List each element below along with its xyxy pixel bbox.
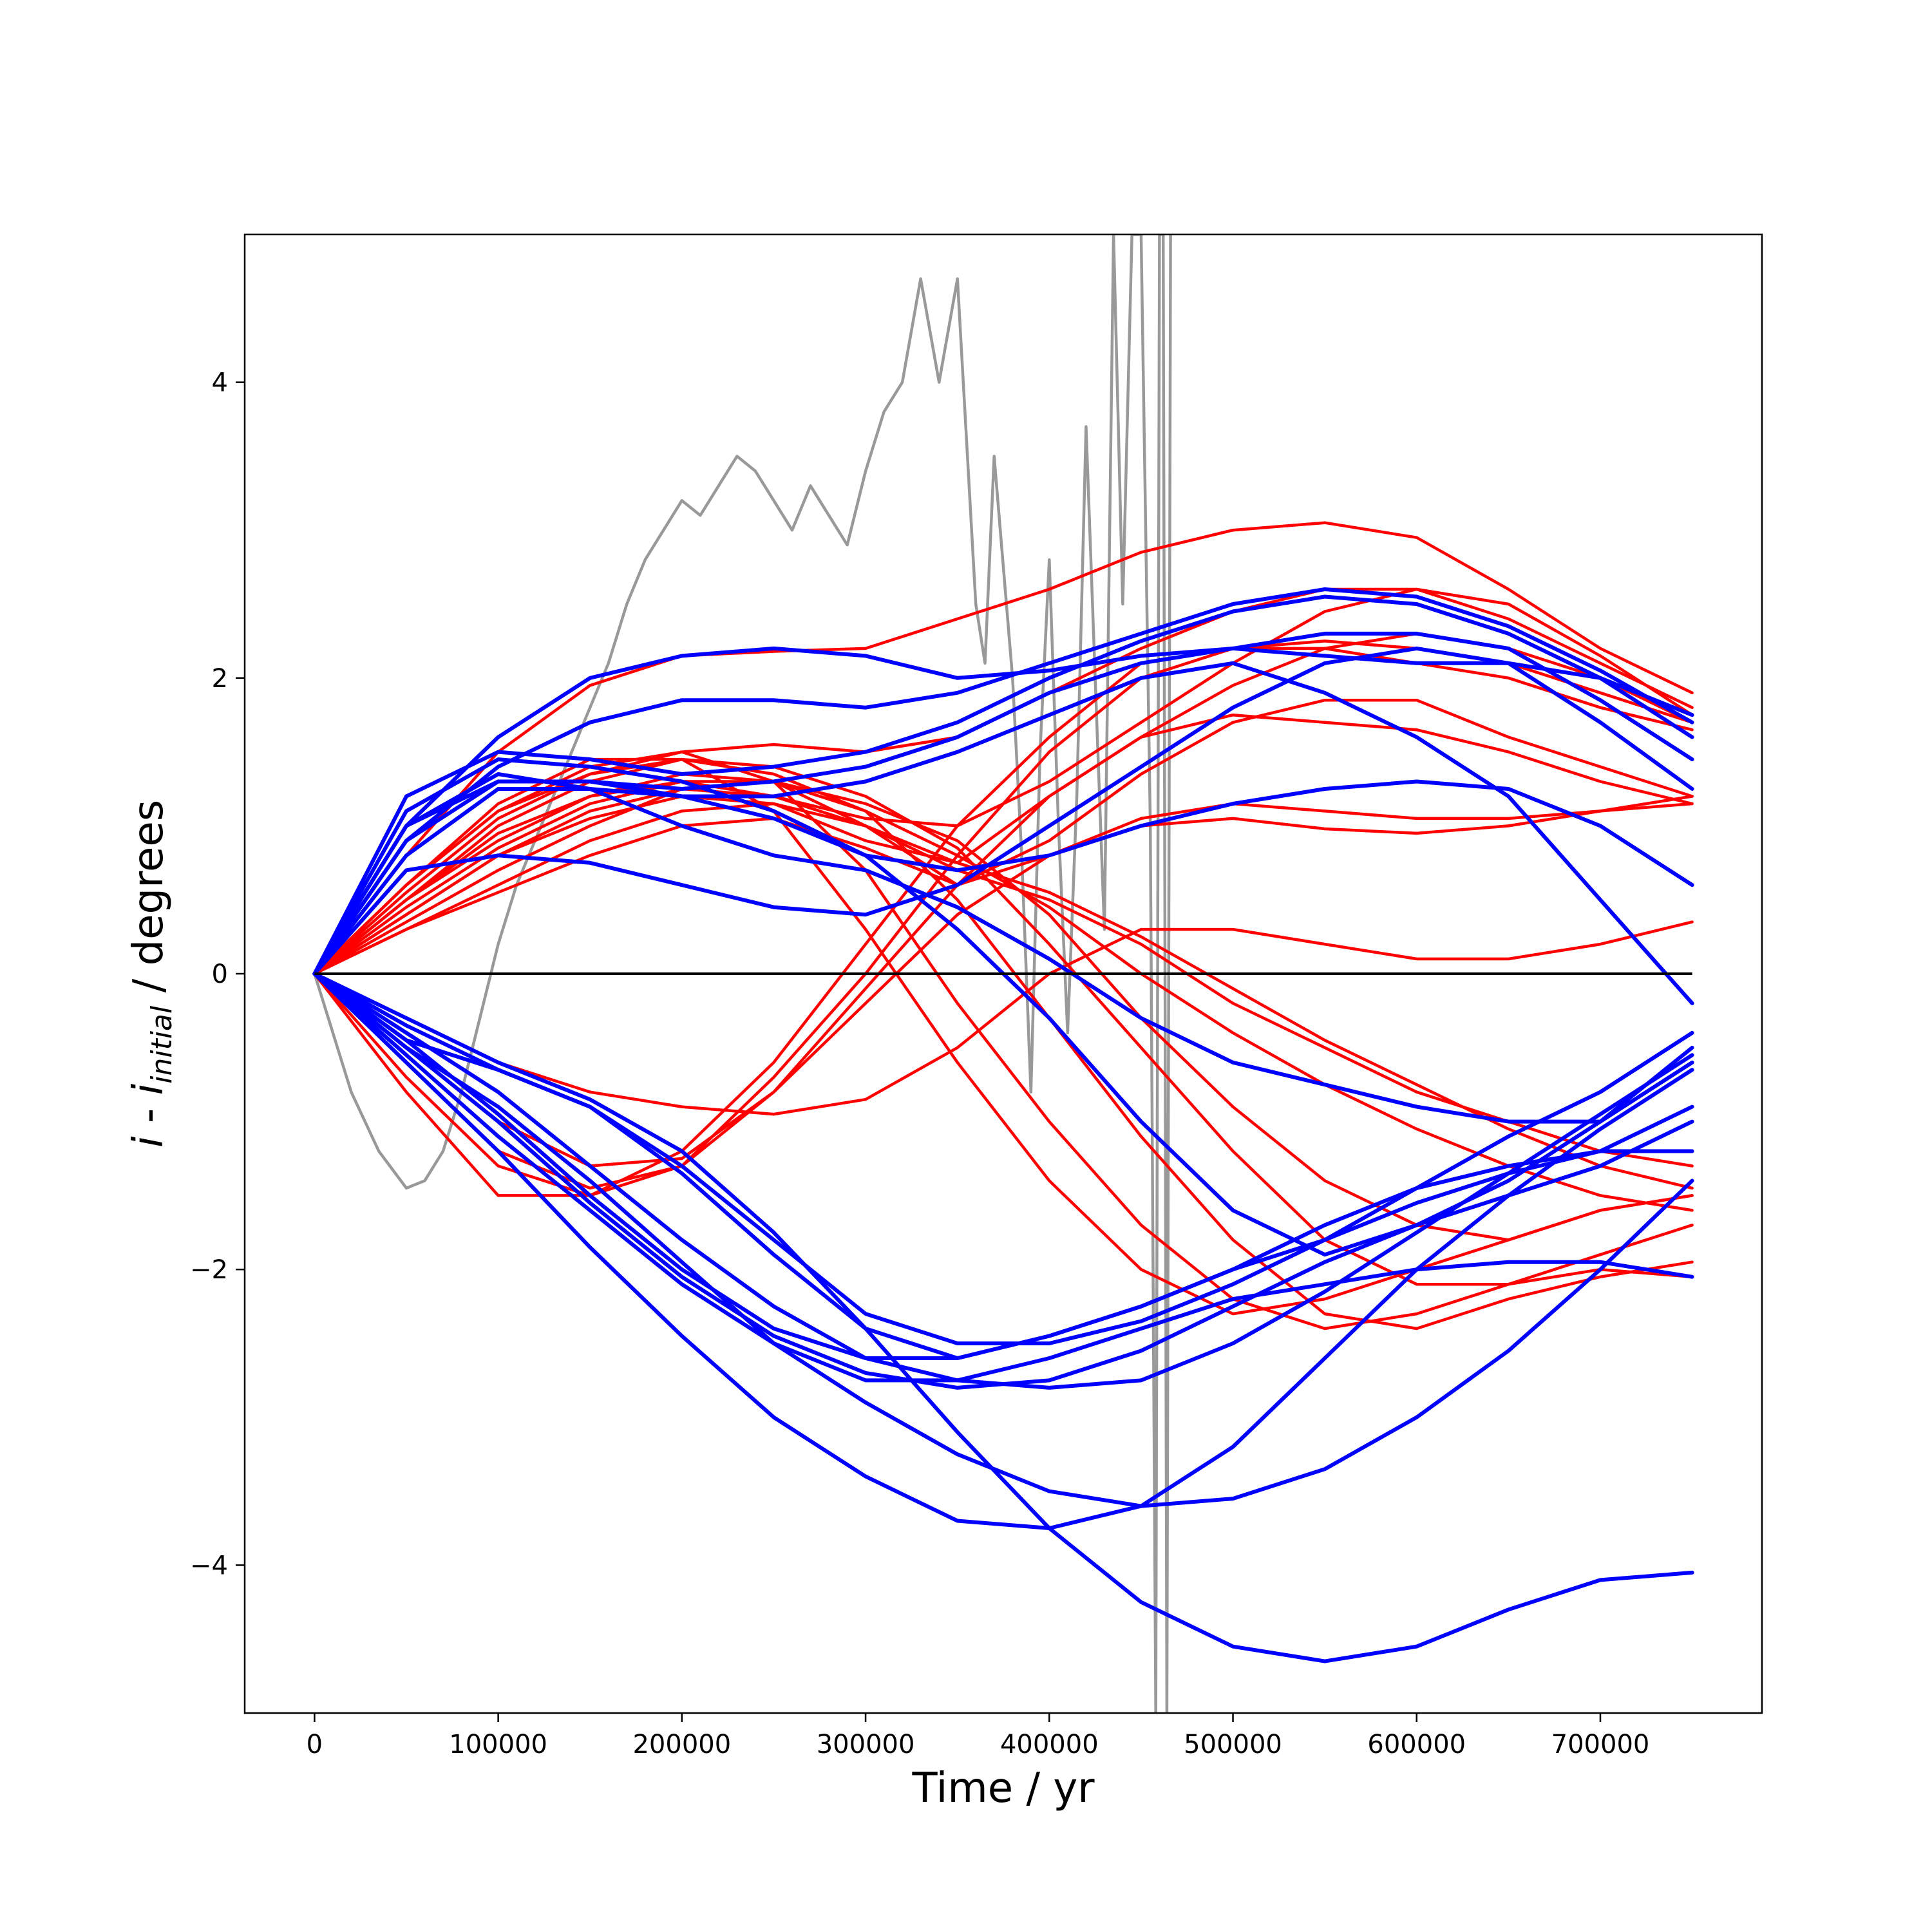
y-axis-title-symbol: i (125, 1136, 173, 1148)
series-line-17 (313, 757, 1694, 1286)
x-tick-label: 200000 (632, 1730, 731, 1759)
x-tick-label: 700000 (1551, 1730, 1650, 1759)
x-tick-label: 0 (307, 1730, 323, 1759)
series-line-26 (312, 646, 1694, 976)
series-line-34 (312, 972, 1694, 1383)
series-line-2 (313, 521, 1694, 976)
series-line-27 (312, 757, 1694, 976)
x-axis: 0 100000 200000 300000 400000 500000 600000 700… (307, 1713, 1650, 1759)
y-axis-title-unit: / degrees (125, 800, 173, 1006)
series-line-15 (313, 772, 1694, 1212)
series-line-35 (312, 972, 1694, 1360)
series-line-32 (312, 972, 1694, 1360)
series-line-10 (313, 647, 1694, 1197)
y-axis-title: i - iinitial / degrees (125, 800, 178, 1148)
y-tick-label: 0 (212, 960, 228, 989)
y-tick-label: −4 (190, 1551, 228, 1580)
x-tick-label: 600000 (1367, 1730, 1466, 1759)
y-tick-label: 2 (212, 664, 228, 694)
y-tick-label: 4 (212, 368, 228, 398)
y-axis: −4 −2 0 2 4 (190, 368, 245, 1580)
series-line-21 (312, 646, 1694, 976)
series-line-33 (312, 972, 1694, 1390)
series-line-14 (313, 787, 1694, 1190)
x-tick-label: 400000 (1000, 1730, 1099, 1759)
x-tick-label: 500000 (1184, 1730, 1282, 1759)
plot-lines (312, 234, 1694, 1713)
series-line-9 (313, 713, 1694, 1190)
series-line-36 (312, 972, 1694, 1508)
y-axis-title-separator: - (125, 1095, 173, 1137)
series-line-7 (313, 802, 1694, 976)
x-tick-label: 100000 (449, 1730, 547, 1759)
series-line-30 (312, 972, 1694, 1345)
y-axis-title-symbol-base: i (125, 1084, 173, 1095)
series-line-25 (312, 661, 1694, 1005)
series-line-29 (312, 779, 1694, 1257)
y-tick-label: −2 (190, 1255, 228, 1285)
y-axis-title-subscript: initial (146, 1005, 178, 1084)
x-axis-title: Time / yr (911, 1765, 1095, 1812)
series-line-18 (313, 757, 1694, 1331)
series-line-1 (313, 234, 1172, 1713)
series-line-12 (313, 920, 1694, 1116)
series-line-23 (312, 594, 1694, 976)
x-tick-label: 300000 (817, 1730, 915, 1759)
series-line-38 (312, 972, 1694, 1663)
series-line-22 (312, 587, 1694, 976)
series-line-37 (312, 972, 1694, 1530)
